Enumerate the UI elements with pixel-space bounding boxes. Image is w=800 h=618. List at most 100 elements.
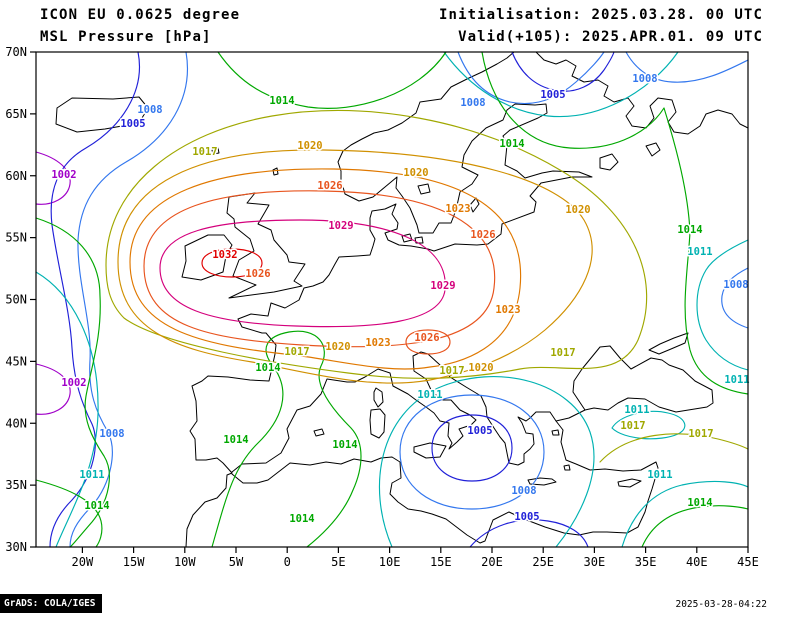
isobar-label: 1014 <box>269 95 294 107</box>
valid-time-label: Valid(+105): 2025.APR.01. 09 UTC <box>458 29 763 45</box>
init-time-label: Initialisation: 2025.03.28. 00 UTC <box>439 7 763 23</box>
isobar-label: 1020 <box>297 140 322 152</box>
isobar-label: 1011 <box>417 389 442 401</box>
isobar-label: 1014 <box>687 497 712 509</box>
coastline-black-sea <box>572 345 714 413</box>
isobar-label: 1008 <box>632 73 657 85</box>
lat-tick-label: 30N <box>5 540 27 554</box>
lon-tick-label: 10E <box>379 555 401 569</box>
lon-tick-label: 25E <box>532 555 554 569</box>
isobar-1008 <box>721 267 749 329</box>
isobar-label: 1023 <box>495 304 520 316</box>
isobar-label: 1029 <box>328 220 353 232</box>
isobar-label: 1032 <box>212 249 237 261</box>
coastline-mediterranean-south <box>231 420 659 544</box>
isobar-label: 1011 <box>687 246 712 258</box>
lon-tick-label: 5W <box>229 555 244 569</box>
isobar-label: 1023 <box>365 337 390 349</box>
lon-tick-label: 30E <box>584 555 606 569</box>
isobar-1005 <box>49 51 140 548</box>
isobar-1029 <box>159 219 446 328</box>
isobar-label: 1014 <box>289 513 314 525</box>
isobar-label: 1017 <box>192 146 217 158</box>
isobar-1014 <box>35 217 110 548</box>
axes-layer: 70N 65N 60N 55N 50N 45N 40N 35N 30N 20W 15W 10W 5W 0 5… <box>5 45 759 569</box>
lon-tick-label: 5E <box>331 555 345 569</box>
lon-tick-label: 15E <box>430 555 452 569</box>
isobar-1011 <box>443 51 679 118</box>
isobar-label: 1014 <box>499 138 524 150</box>
isobar-label: 1026 <box>245 268 270 280</box>
coastline-gotland <box>469 197 480 213</box>
lat-tick-label: 40N <box>5 416 27 430</box>
lat-tick-label: 35N <box>5 478 27 492</box>
lon-tick-label: 45E <box>737 555 759 569</box>
isobar-1008 <box>399 394 545 510</box>
isobar-1026 <box>143 190 496 348</box>
isobar-label: 1008 <box>723 279 748 291</box>
isobar-label: 1020 <box>403 167 428 179</box>
coastline-iceland <box>55 96 149 133</box>
isobar-label: 1026 <box>470 229 495 241</box>
isobar-1008 <box>69 51 188 548</box>
coastline-sicily <box>413 442 447 459</box>
isobar-label: 1017 <box>550 347 575 359</box>
coastline-mallorca <box>313 428 325 437</box>
isobar-1002 <box>35 151 71 205</box>
isobar-label: 1017 <box>439 365 464 377</box>
isobar-label: 1005 <box>540 89 565 101</box>
lat-tick-label: 55N <box>5 231 27 245</box>
isobar-label: 1008 <box>511 485 536 497</box>
grads-credit-badge: GrADS: COLA/IGES <box>0 594 102 613</box>
isobar-label: 1020 <box>325 341 350 353</box>
isobar-1011 <box>378 376 595 548</box>
coastline-mainland-atlantic-baltic <box>185 51 593 548</box>
lon-tick-label: 20W <box>72 555 94 569</box>
coastlines-layer <box>55 51 749 548</box>
coastline-arctic-whitesea <box>535 51 749 135</box>
isobar-label: 1008 <box>460 97 485 109</box>
coastline-faroe <box>211 147 220 155</box>
lake-ladoga <box>599 153 619 171</box>
isobar-1014 <box>481 51 749 395</box>
isobar-1005 <box>511 51 615 92</box>
isobar-label: 1014 <box>84 500 109 512</box>
isobar-1014 <box>641 505 749 548</box>
coastline-sardinia <box>369 408 386 439</box>
isobar-1014 <box>35 479 103 548</box>
isobar-label: 1026 <box>414 332 439 344</box>
coastline-great-britain <box>226 192 306 299</box>
isobar-label: 1020 <box>468 362 493 374</box>
isobar-1002 <box>35 363 71 415</box>
coastline-shetland <box>272 167 279 176</box>
lon-tick-label: 10W <box>174 555 196 569</box>
isobar-label: 1023 <box>445 203 470 215</box>
model-title: ICON EU 0.0625 degree <box>40 7 241 23</box>
isobar-label: 1017 <box>688 428 713 440</box>
isobar-label: 1014 <box>332 439 357 451</box>
isobar-label: 1020 <box>565 204 590 216</box>
isobar-1023 <box>129 168 522 370</box>
lat-tick-label: 45N <box>5 354 27 368</box>
isobar-label: 1017 <box>620 420 645 432</box>
isobar-label: 1011 <box>724 374 749 386</box>
lat-tick-label: 60N <box>5 169 27 183</box>
isobar-label: 1026 <box>317 180 342 192</box>
isobar-label: 1014 <box>223 434 248 446</box>
lat-tick-label: 70N <box>5 45 27 59</box>
isobar-1011 <box>621 480 749 548</box>
isobar-label: 1005 <box>120 118 145 130</box>
isobars-layer <box>35 51 749 548</box>
isobar-1008 <box>457 51 605 105</box>
isobar-label: 1002 <box>51 169 76 181</box>
isobar-label: 1017 <box>284 346 309 358</box>
isobar-1020 <box>117 149 593 384</box>
lat-tick-label: 50N <box>5 293 27 307</box>
isobar-label: 1011 <box>647 469 672 481</box>
lon-tick-label: 40E <box>686 555 708 569</box>
coastline-corsica <box>373 387 384 408</box>
isobar-labels-layer: 1002 1002 1005 1005 1005 1005 1008 1008 1008 1008… <box>50 72 751 527</box>
coastline-cyprus <box>617 478 642 488</box>
